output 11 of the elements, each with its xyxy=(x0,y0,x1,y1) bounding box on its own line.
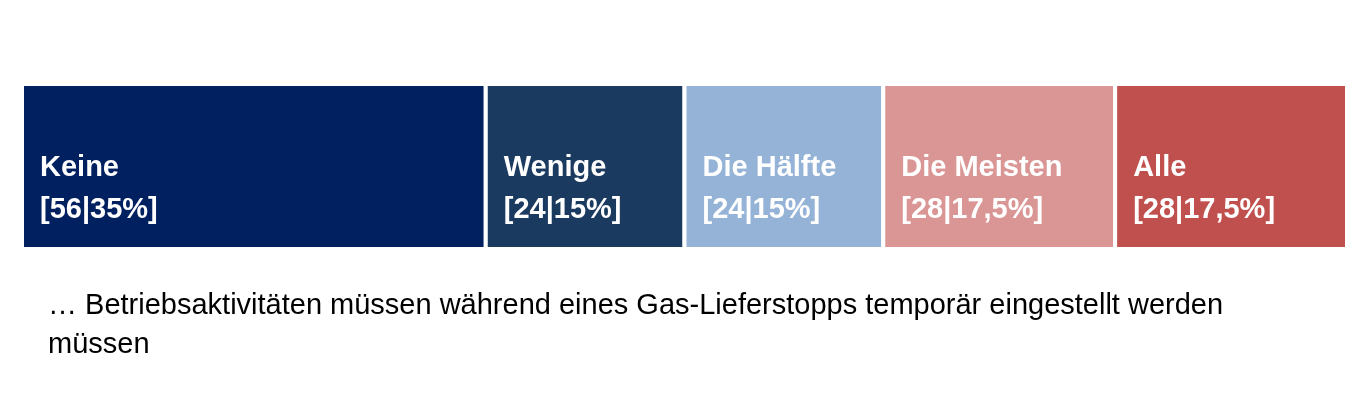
series-label: Keine xyxy=(40,149,119,182)
series-label: Die Meisten xyxy=(901,149,1063,182)
data-label: [56|35%] xyxy=(40,191,158,224)
series-label: Wenige xyxy=(503,149,607,182)
data-label: [24|15%] xyxy=(503,191,622,224)
data-label: [28|17,5%] xyxy=(901,191,1044,224)
series-label: Die Hälfte xyxy=(702,149,837,182)
data-label: [28|17,5%] xyxy=(1133,191,1276,224)
text: … Betriebsaktivitäten müssen während eines Gas-Lieferstopps temporär eingestellt werden müssen xyxy=(48,287,1225,362)
series-label: Alle xyxy=(1133,149,1187,182)
data-label: [24|15%] xyxy=(702,191,821,224)
